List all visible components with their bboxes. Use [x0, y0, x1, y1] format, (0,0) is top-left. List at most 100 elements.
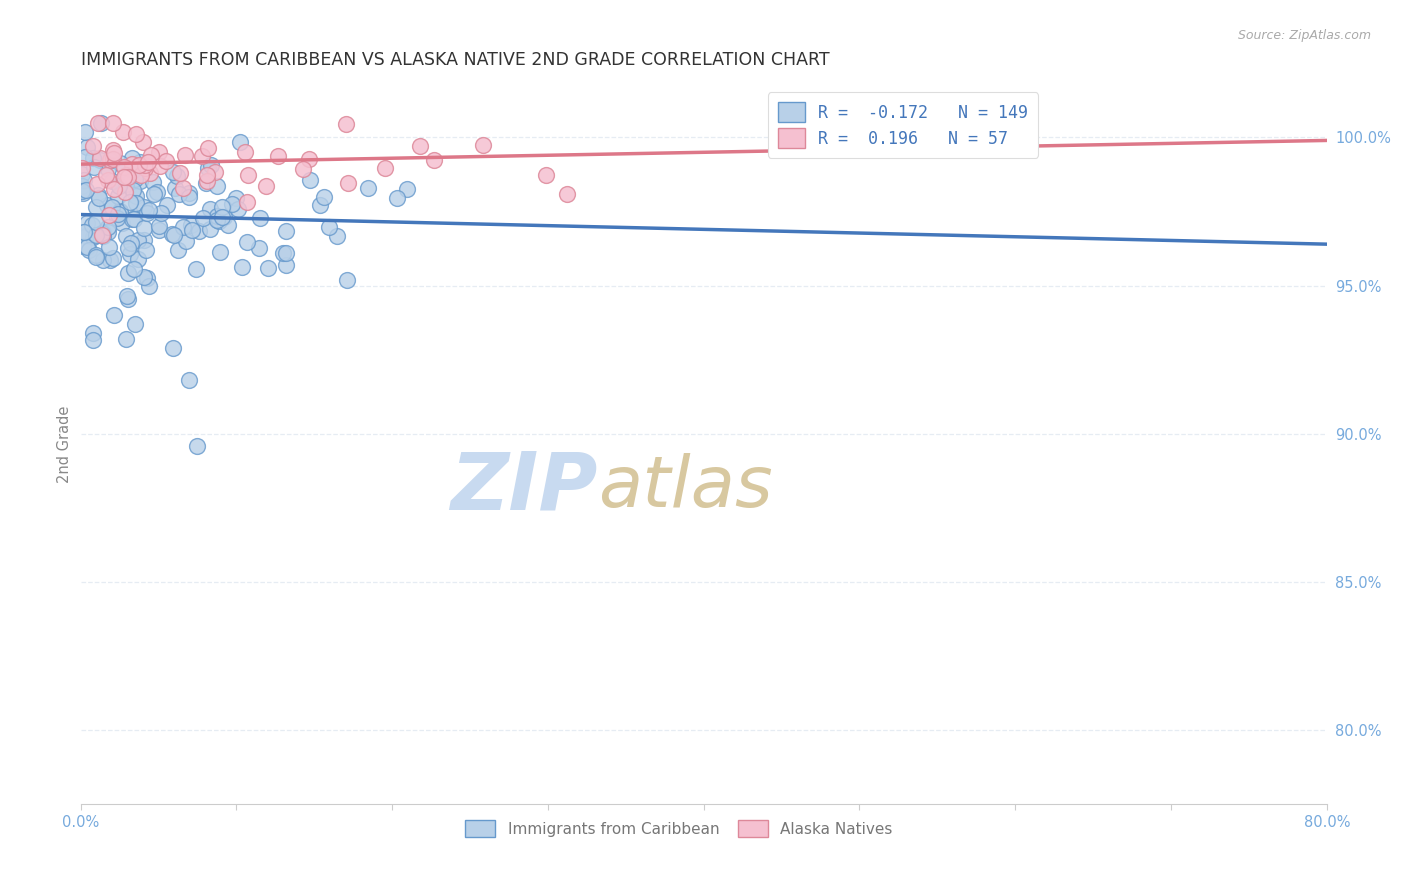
Point — [125, 196, 148, 211]
Point — [73, 225, 96, 239]
Point — [318, 220, 340, 235]
Point — [179, 186, 201, 201]
Point — [75, 229, 97, 244]
Point — [100, 153, 122, 167]
Point — [148, 159, 170, 173]
Point — [70, 161, 93, 176]
Point — [139, 148, 162, 162]
Point — [162, 341, 184, 355]
Point — [70, 179, 93, 194]
Point — [139, 166, 162, 180]
Point — [96, 197, 118, 211]
Point — [162, 227, 184, 241]
Point — [172, 219, 194, 234]
Point — [124, 171, 146, 186]
Point — [176, 235, 198, 249]
Point — [194, 176, 217, 190]
Point — [273, 246, 295, 260]
Point — [195, 174, 218, 188]
Point — [86, 227, 108, 242]
Point — [89, 151, 111, 165]
Point — [172, 181, 194, 195]
Point — [107, 206, 129, 220]
Point — [82, 333, 104, 347]
Point — [115, 229, 138, 244]
Point — [136, 154, 159, 169]
Point — [90, 116, 112, 130]
Point — [97, 162, 120, 177]
Point — [221, 197, 243, 211]
Point — [125, 127, 148, 141]
Point — [138, 278, 160, 293]
Point — [75, 125, 97, 139]
Point — [100, 153, 122, 167]
Point — [217, 218, 239, 232]
Point — [124, 317, 146, 331]
Point — [174, 148, 197, 162]
Point — [408, 139, 430, 153]
Point — [267, 149, 290, 163]
Point — [117, 266, 139, 280]
Point — [132, 135, 155, 149]
Point — [276, 224, 298, 238]
Point — [249, 211, 271, 225]
Point — [148, 145, 170, 159]
Point — [205, 212, 228, 227]
Point — [103, 182, 125, 196]
Point — [108, 203, 131, 218]
Point — [298, 172, 321, 186]
Point — [91, 252, 114, 267]
Point — [120, 194, 142, 209]
Point — [207, 214, 229, 228]
Point — [132, 233, 155, 247]
Point — [314, 189, 336, 203]
Point — [86, 188, 108, 202]
Point — [298, 152, 321, 166]
Point — [89, 190, 111, 204]
Point — [114, 186, 136, 200]
Y-axis label: 2nd Grade: 2nd Grade — [58, 406, 72, 483]
Point — [82, 218, 104, 232]
Legend: Immigrants from Caribbean, Alaska Natives: Immigrants from Caribbean, Alaska Native… — [458, 814, 898, 844]
Point — [112, 170, 135, 185]
Point — [127, 233, 149, 247]
Point — [155, 154, 177, 169]
Point — [188, 224, 211, 238]
Point — [336, 273, 359, 287]
Point — [148, 219, 170, 233]
Point — [108, 205, 131, 219]
Point — [197, 161, 219, 176]
Point — [117, 292, 139, 306]
Point — [103, 146, 125, 161]
Point — [142, 186, 165, 201]
Point — [181, 223, 204, 237]
Point — [97, 208, 120, 222]
Point — [96, 169, 118, 183]
Point — [135, 243, 157, 257]
Point — [127, 252, 149, 266]
Point — [82, 326, 104, 340]
Point — [166, 169, 188, 183]
Point — [167, 243, 190, 257]
Point — [165, 180, 187, 194]
Point — [191, 149, 214, 163]
Point — [75, 150, 97, 164]
Point — [186, 262, 208, 277]
Point — [122, 163, 145, 178]
Point — [107, 188, 129, 202]
Point — [136, 206, 159, 220]
Point — [534, 168, 557, 182]
Point — [125, 189, 148, 203]
Point — [471, 138, 494, 153]
Point — [138, 203, 160, 218]
Point — [76, 216, 98, 230]
Point — [129, 168, 152, 182]
Point — [86, 178, 108, 192]
Point — [233, 145, 256, 159]
Point — [82, 230, 104, 244]
Point — [423, 153, 446, 167]
Point — [149, 206, 172, 220]
Point — [122, 183, 145, 197]
Point — [211, 211, 233, 225]
Point — [122, 262, 145, 277]
